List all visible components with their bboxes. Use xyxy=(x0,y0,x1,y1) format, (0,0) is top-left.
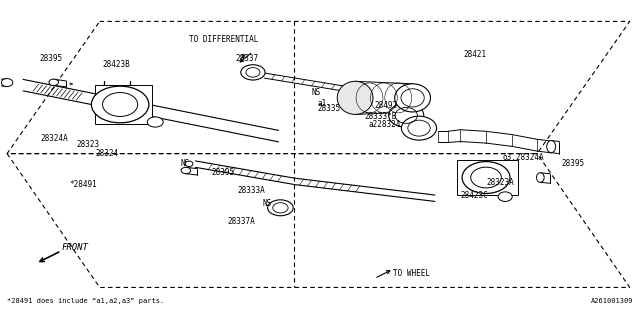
Ellipse shape xyxy=(147,117,163,127)
Text: 28323A: 28323A xyxy=(486,178,514,187)
Text: 28337: 28337 xyxy=(236,53,259,62)
Text: 28421: 28421 xyxy=(464,50,487,59)
Text: NS: NS xyxy=(180,159,190,168)
Text: NS: NS xyxy=(312,88,321,97)
Text: 28395: 28395 xyxy=(211,168,235,177)
Ellipse shape xyxy=(1,79,13,87)
Ellipse shape xyxy=(92,86,149,123)
Text: 28395: 28395 xyxy=(39,53,62,62)
Text: FRONT: FRONT xyxy=(61,243,88,252)
Text: 28492: 28492 xyxy=(375,101,398,110)
Ellipse shape xyxy=(498,192,512,201)
Text: TO WHEEL: TO WHEEL xyxy=(394,268,431,278)
Text: 28335: 28335 xyxy=(317,104,340,113)
Ellipse shape xyxy=(337,81,373,115)
Ellipse shape xyxy=(395,84,431,112)
Ellipse shape xyxy=(241,65,265,80)
Text: 28395: 28395 xyxy=(561,159,584,168)
Text: A261001309: A261001309 xyxy=(591,298,633,304)
Ellipse shape xyxy=(462,162,510,194)
Text: 28423C: 28423C xyxy=(461,191,488,200)
Polygon shape xyxy=(95,85,152,124)
Text: *28491: *28491 xyxy=(70,180,97,189)
Ellipse shape xyxy=(536,173,544,182)
Text: 28324A: 28324A xyxy=(40,134,68,143)
Text: NS: NS xyxy=(262,198,272,207)
Text: 28324: 28324 xyxy=(95,149,118,158)
Ellipse shape xyxy=(401,116,436,140)
Ellipse shape xyxy=(268,200,293,216)
Polygon shape xyxy=(458,160,518,195)
Text: a228324: a228324 xyxy=(369,120,401,129)
Ellipse shape xyxy=(185,161,193,166)
Text: a1.: a1. xyxy=(317,99,332,108)
Text: 28333*B: 28333*B xyxy=(365,112,397,121)
Text: 28337A: 28337A xyxy=(227,217,255,226)
Ellipse shape xyxy=(388,103,424,127)
Text: 28333A: 28333A xyxy=(237,186,265,195)
Text: 28423B: 28423B xyxy=(103,60,131,69)
Ellipse shape xyxy=(181,167,191,174)
Text: TO DIFFERENTIAL: TO DIFFERENTIAL xyxy=(189,36,259,44)
Text: o3.28324A: o3.28324A xyxy=(502,153,544,162)
Text: 28323: 28323 xyxy=(76,140,99,149)
Ellipse shape xyxy=(49,79,58,85)
Text: *28491 does include “a1,a2,a3” parts.: *28491 does include “a1,a2,a3” parts. xyxy=(7,298,164,304)
Ellipse shape xyxy=(547,140,556,153)
